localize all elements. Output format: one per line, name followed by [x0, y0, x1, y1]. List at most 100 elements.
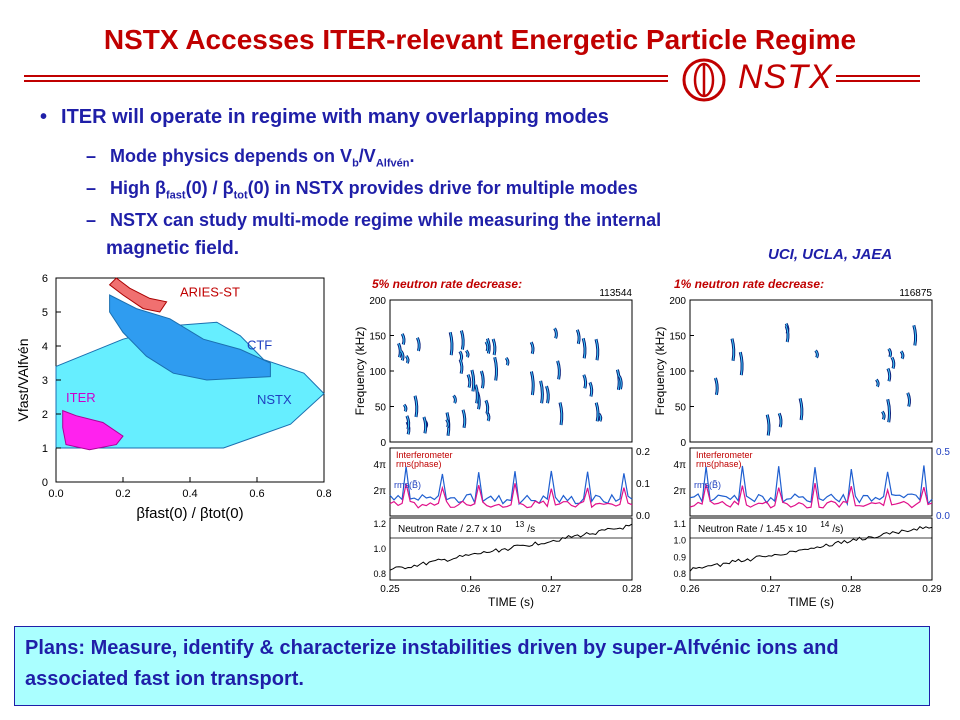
region-ctf: [109, 294, 271, 381]
spectral-mode-core: [401, 333, 405, 345]
spectral-mode-core: [595, 402, 599, 422]
interf-right-tick: 0.5: [936, 447, 950, 458]
x-tick-label: 0.4: [182, 488, 197, 500]
freq-tick-label: 150: [369, 332, 386, 343]
spectral-mode-core: [900, 350, 904, 359]
nstx-emblem-icon: [682, 58, 726, 102]
spectral-mode-core: [459, 359, 463, 374]
interf-label-line1: Interferometer: [696, 450, 753, 460]
x-tick-label: 0.2: [115, 488, 130, 500]
interf-left-tick: 4π: [674, 460, 687, 471]
y-axis-label: Vfast/VAlfvén: [15, 338, 31, 421]
freq-tick-label: 0: [380, 438, 386, 449]
spectral-mode-core: [559, 402, 563, 426]
spectral-mode-core: [398, 343, 401, 358]
spectral-mode-core: [554, 328, 557, 339]
interf-left-tick: 2π: [674, 486, 687, 497]
freq-tick-label: 200: [669, 296, 686, 307]
y-tick-label: 2: [42, 409, 48, 421]
x-tick-label: 0.6: [249, 488, 264, 500]
y-tick-label: 6: [42, 273, 48, 285]
spectral-mode-core: [416, 337, 420, 352]
region-label-nstx: NSTX: [257, 392, 292, 407]
spectral-mode-core: [467, 374, 471, 388]
interf-label-bdot: rms(B̃): [694, 480, 721, 490]
spectral-mode-core: [540, 380, 543, 404]
spectral-mode-core: [778, 413, 782, 428]
neutron-label: Neutron Rate / 1.45 x 10: [698, 524, 807, 535]
sub-bullet-3: – NSTX can study multi-mode regime while …: [86, 210, 662, 230]
sub1-sub-alfven: Alfvén: [375, 157, 410, 170]
spectral-mode-core: [576, 329, 580, 344]
sub1-sub-b: b: [352, 157, 359, 170]
sub2-sub-fast: fast: [166, 189, 186, 202]
freq-tick-label: 100: [369, 367, 386, 378]
main-bullet: • ITER will operate in regime with many o…: [40, 106, 609, 128]
interf-series-blue: [389, 466, 633, 506]
spectral-mode-core: [766, 414, 770, 436]
title-rule-right: [836, 75, 920, 77]
y-tick-label: 1: [42, 443, 48, 455]
neutron-tick-label: 0.8: [673, 569, 686, 579]
interf-left-tick: 4π: [374, 460, 387, 471]
spectral-mode-core: [618, 375, 622, 390]
x-tick-label: 0.8: [316, 488, 331, 500]
time-axis-label: TIME (s): [488, 595, 534, 609]
interf-series-magenta: [389, 483, 633, 509]
spectral-mode-core: [530, 341, 534, 354]
spectral-mode-core: [459, 351, 463, 361]
spectral-mode-core: [462, 409, 466, 428]
interf-left-tick: 2π: [374, 486, 387, 497]
sub2-text: High: [110, 178, 156, 198]
spectral-mode-core: [471, 369, 475, 392]
spectral-mode-core: [907, 392, 910, 407]
interf-label-line2: rms(phase): [396, 459, 442, 469]
region-label-aries-st: ARIES-ST: [180, 285, 240, 300]
neutron-unit: /s: [527, 524, 535, 535]
spectral-mode-core: [887, 368, 891, 382]
spectral-mode-core: [460, 330, 464, 350]
plans-box: Plans: Measure, identify & characterize …: [14, 626, 930, 706]
regime-chart: NSTX CTF ARIES-ST ITER 0.0 0.2 0.4 0.6 0.8 0 1 2 3 4 5…: [15, 273, 332, 522]
interf-label-line2: rms(phase): [696, 459, 742, 469]
spectral-mode-core: [891, 357, 895, 369]
neutron-rate-series: [689, 526, 933, 572]
region-label-ctf: CTF: [247, 337, 272, 352]
spectral-mode-core: [887, 399, 890, 423]
neutron-frame: [689, 517, 933, 581]
spectral-mode-core: [492, 338, 496, 356]
spectral-mode-core: [400, 350, 404, 361]
y-tick-label: 0: [42, 477, 48, 489]
neutron-exponent: 13: [515, 520, 524, 529]
slide-title: NSTX Accesses ITER-relevant Energetic Pa…: [103, 24, 857, 55]
main-bullet-text: ITER will operate in regime with many ov…: [61, 106, 609, 128]
spectral-mode-core: [595, 339, 599, 361]
time-tick-label: 0.27: [761, 584, 781, 595]
sub2-beta1: β: [155, 178, 167, 198]
sub1-text: Mode physics depends on V: [110, 146, 353, 166]
spectral-mode-core: [485, 400, 489, 414]
shot-number: 113544: [599, 288, 632, 299]
shot-number: 116875: [899, 288, 932, 299]
plans-text: Plans: Measure, identify & characterize …: [25, 637, 839, 690]
spectral-mode-core: [406, 415, 410, 430]
spectral-mode-core: [475, 384, 478, 404]
region-iter: [62, 409, 124, 451]
spectral-mode-core: [530, 371, 534, 396]
time-tick-label: 0.26: [461, 584, 481, 595]
neutron-rate-series: [389, 523, 633, 571]
title-rule-left-2: [24, 80, 668, 82]
region-nstx: [55, 321, 325, 449]
spectral-mode-core: [589, 382, 593, 397]
sub-bullet-1: – Mode physics depends on Vb/VAlfvén.: [86, 146, 415, 170]
time-tick-label: 0.27: [542, 584, 562, 595]
spectral-mode-core: [505, 357, 509, 366]
sub2-post: (0) in NSTX provides drive for multiple …: [247, 178, 638, 198]
neutron-exponent: 14: [820, 520, 829, 529]
freq-axis-label: Frequency (kHz): [653, 327, 667, 416]
spectral-mode-core: [875, 379, 879, 387]
sub-bullet-2: – High βfast(0) / βtot(0) in NSTX provide…: [86, 178, 638, 202]
spectral-mode-core: [815, 350, 818, 358]
interf-right-tick: 0.0: [936, 511, 950, 522]
spectral-mode-core: [888, 348, 891, 358]
